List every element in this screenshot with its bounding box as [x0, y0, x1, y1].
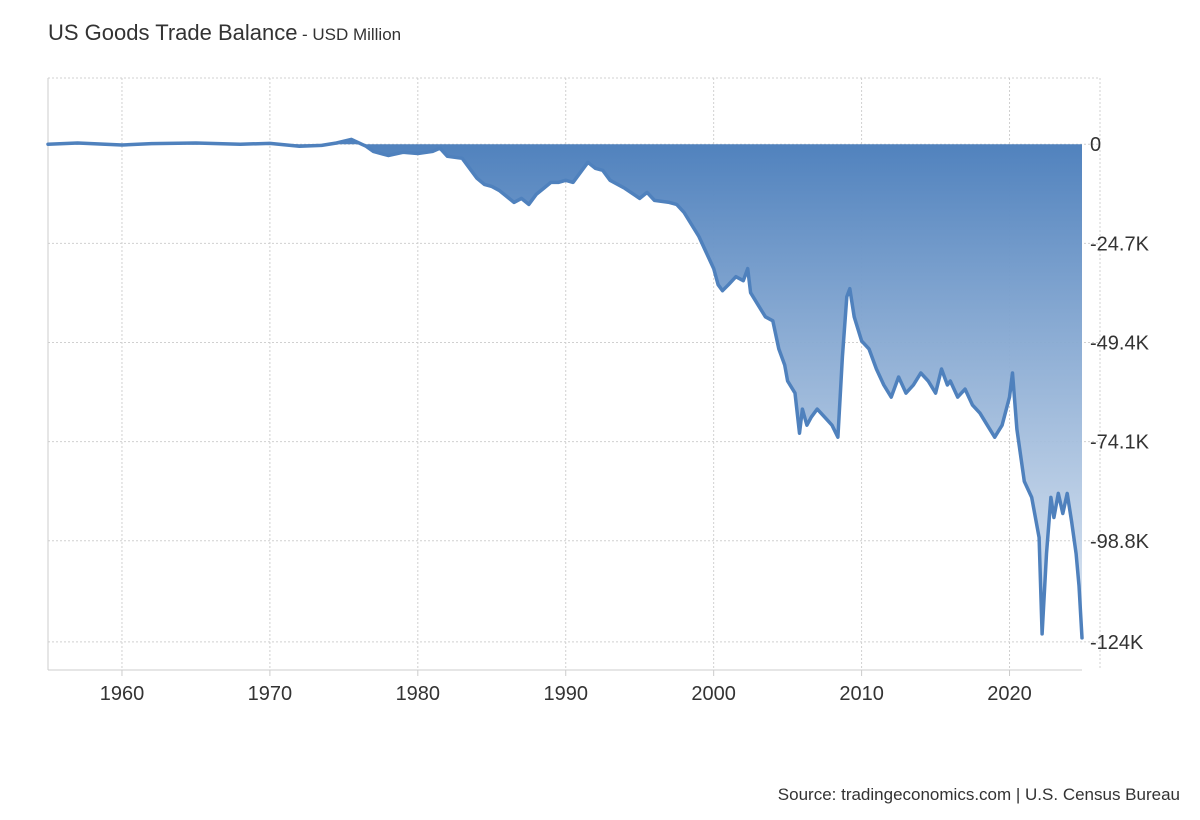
- x-tick-label: 2020: [987, 683, 1032, 705]
- chart-subtitle: - USD Million: [301, 25, 402, 44]
- source-note: Source: tradingeconomics.com | U.S. Cens…: [777, 785, 1180, 804]
- y-tick-label: -124K: [1090, 632, 1144, 654]
- y-axis: 0 -24.7K -49.4K -74.1K -98.8K -124K: [1090, 134, 1150, 654]
- y-tick-label: -98.8K: [1090, 531, 1150, 553]
- x-tick-label: 2000: [691, 683, 736, 705]
- x-tick-label: 1970: [248, 683, 293, 705]
- area-fill-group: [48, 139, 1082, 638]
- series-line-group: [46, 137, 1084, 640]
- series-area: [48, 139, 1082, 638]
- chart-title: US Goods Trade Balance: [48, 20, 298, 45]
- series-line: [46, 137, 1084, 640]
- y-tick-label: -24.7K: [1090, 233, 1150, 255]
- x-axis: 1960 1970 1980 1990 2000 2010 2020: [100, 670, 1032, 705]
- x-tick-label: 2010: [839, 683, 884, 705]
- x-tick-label: 1960: [100, 683, 145, 705]
- x-tick-label: 1980: [396, 683, 441, 705]
- y-tick-label: 0: [1090, 134, 1101, 156]
- y-tick-label: -74.1K: [1090, 432, 1150, 454]
- x-tick-label: 1990: [543, 683, 588, 705]
- y-tick-label: -49.4K: [1090, 332, 1150, 354]
- chart-title-block: US Goods Trade Balance - USD Million: [48, 20, 401, 46]
